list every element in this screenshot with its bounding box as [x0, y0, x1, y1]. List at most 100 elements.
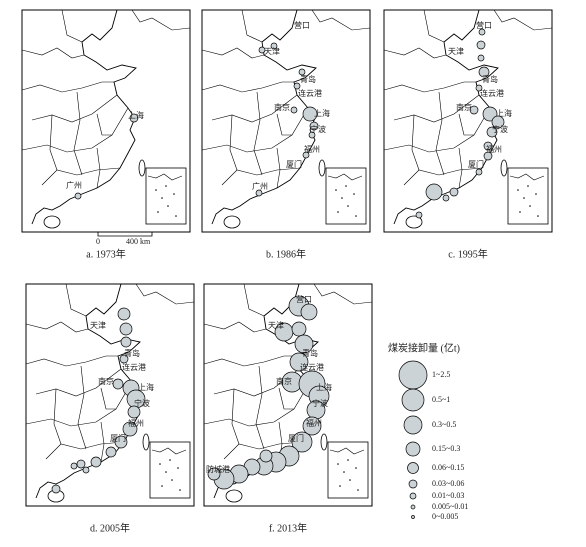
panel-caption: d. 2005年: [90, 521, 130, 534]
province-border: [25, 355, 118, 367]
province-border: [31, 94, 118, 123]
city-label: 上海: [314, 108, 330, 118]
city-label: 上海: [128, 110, 144, 120]
city-label: 南京: [98, 376, 114, 386]
port-circle: [449, 187, 459, 197]
scale-line: [97, 232, 153, 237]
port-circle: [51, 484, 61, 494]
inset-coast: [151, 447, 187, 455]
province-border: [278, 387, 294, 410]
scale-distance: 400 km: [126, 237, 151, 246]
province-border: [41, 167, 121, 186]
city-label: 宁波: [312, 398, 328, 408]
inset-island: [175, 215, 177, 217]
port-circle: [491, 115, 505, 129]
taiwan: [138, 159, 146, 177]
inset-island: [353, 193, 355, 195]
province-border: [311, 9, 371, 31]
scale-zero: 0: [96, 237, 100, 246]
city-label: 连云港: [298, 88, 322, 98]
inset-island: [161, 197, 163, 199]
city-label: 宁波: [492, 124, 508, 134]
province-border: [96, 113, 112, 136]
legend-label: 0.06~0.15: [432, 463, 464, 472]
port-circle: [298, 68, 306, 76]
hainan: [405, 215, 423, 229]
inset-island: [517, 189, 519, 191]
port-circle: [415, 211, 423, 219]
port-circle: [290, 106, 298, 114]
province-border: [100, 421, 105, 463]
port-circle: [478, 66, 490, 78]
inset-island: [347, 459, 349, 461]
province-border: [203, 381, 311, 427]
port-circle: [207, 467, 221, 481]
port-circle: [302, 106, 318, 122]
province-border: [131, 9, 191, 31]
city-label: 营口: [294, 20, 310, 30]
province-border: [203, 321, 267, 333]
inset-island: [157, 211, 159, 213]
inset-coast: [509, 173, 545, 181]
province-border: [313, 283, 373, 305]
inset-island: [355, 467, 357, 469]
inset-coast: [329, 447, 365, 455]
city-label: 厦门: [468, 159, 484, 169]
province-border: [383, 81, 476, 93]
legend-label: 0.3~0.5: [432, 420, 456, 429]
city-label: 青岛: [124, 348, 140, 358]
inset-island: [155, 189, 157, 191]
legend-label: 0~0.005: [432, 512, 458, 521]
province-border: [201, 81, 294, 93]
legend-symbol: [401, 388, 425, 412]
city-label: 天津: [264, 46, 280, 56]
province-border: [229, 114, 238, 171]
legend-symbol: [409, 492, 417, 500]
province-border: [49, 114, 58, 171]
city-label: 广州: [252, 181, 268, 191]
province-border: [383, 47, 447, 59]
legend-symbol: [408, 479, 418, 489]
city-label: 福州: [486, 145, 502, 154]
port-circle: [469, 105, 479, 115]
inset-frame: [325, 167, 367, 225]
port-circle: [105, 446, 117, 458]
province-border: [96, 147, 101, 189]
inset: [507, 167, 549, 225]
port-circle: [483, 141, 493, 151]
legend-label: 0.03~0.06: [432, 479, 464, 488]
port-circle: [442, 194, 450, 202]
city-label: 南京: [456, 102, 472, 112]
province-border: [241, 9, 263, 43]
province-border: [21, 81, 114, 93]
province-border: [223, 441, 303, 460]
province-border: [383, 107, 491, 153]
inset-island: [179, 489, 181, 491]
city-label: 上海: [138, 382, 154, 392]
inset-frame: [149, 441, 191, 499]
inset-island: [347, 205, 349, 207]
legend-label: 0.5~1: [432, 395, 450, 404]
port-circle: [482, 106, 498, 122]
inset-island: [345, 185, 347, 187]
inset-island: [335, 189, 337, 191]
port-circle: [259, 449, 273, 463]
taiwan: [142, 433, 150, 451]
province-border: [211, 94, 298, 123]
city-label: 广州: [66, 180, 82, 190]
inset-island: [161, 485, 163, 487]
legend-symbol: [403, 415, 423, 435]
coastline: [31, 9, 137, 225]
province-border: [53, 388, 62, 445]
inset-island: [159, 463, 161, 465]
province-border: [100, 387, 116, 410]
province-border: [201, 107, 309, 153]
province-border: [73, 91, 83, 176]
city-label: 青岛: [482, 74, 498, 84]
inset-island: [177, 467, 179, 469]
inset-island: [537, 215, 539, 217]
province-border: [221, 167, 301, 186]
inset-island: [167, 205, 169, 207]
